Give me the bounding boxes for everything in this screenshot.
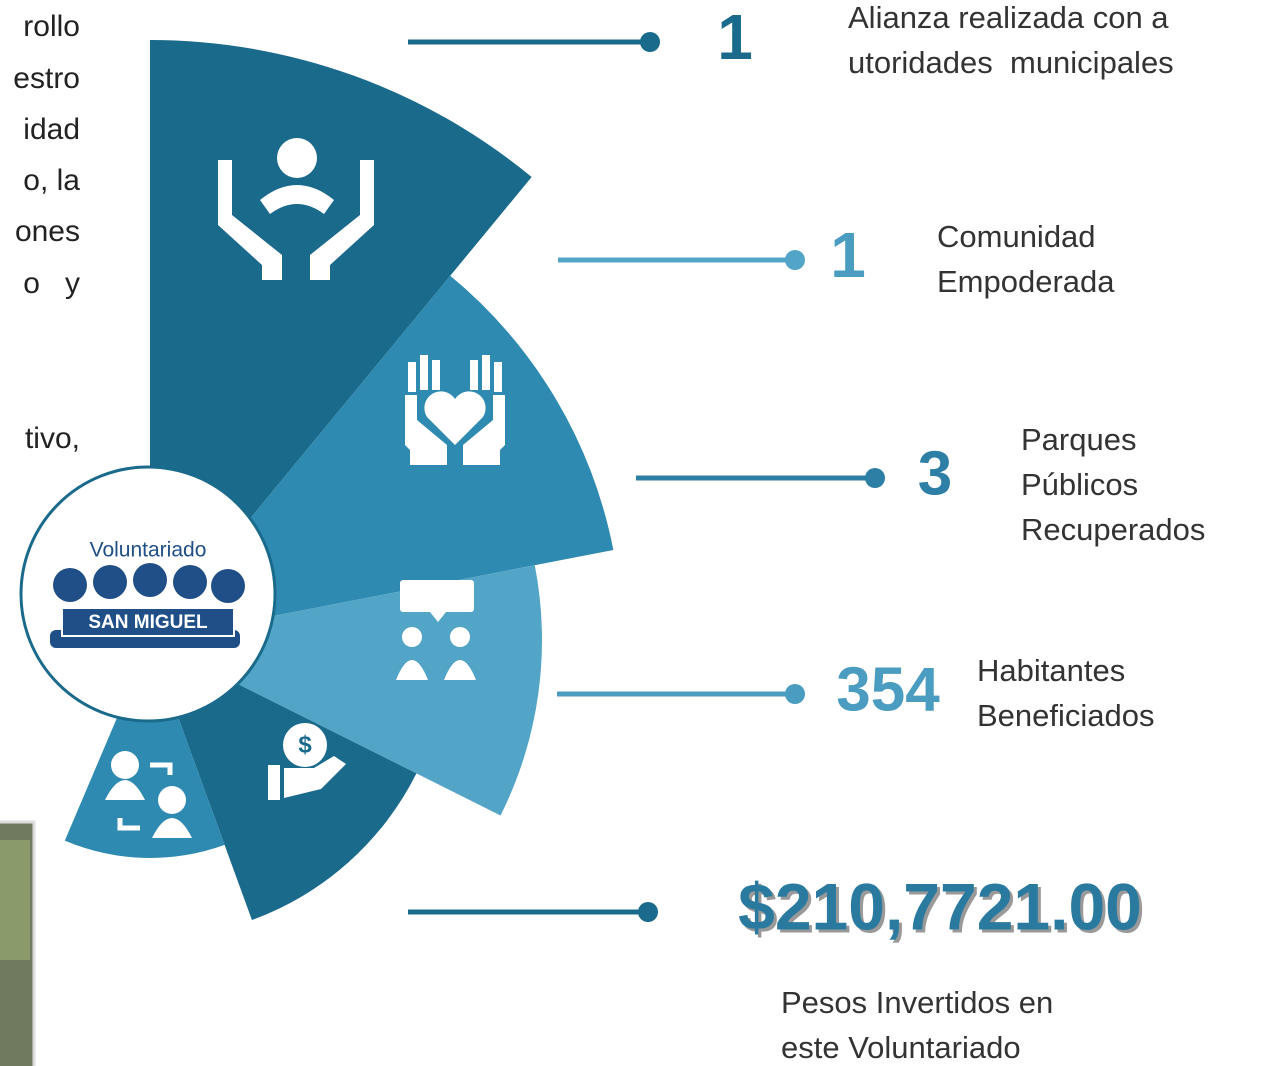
icon-hands-person	[218, 138, 374, 280]
stat-label: Comunidad	[937, 219, 1096, 254]
photo-detail	[0, 840, 30, 960]
stat-label: Públicos	[1021, 467, 1138, 502]
stat-label: este Voluntariado	[781, 1030, 1021, 1065]
stat-value: $210,7721.00	[738, 869, 1142, 943]
stat-label: Alianza realizada con a	[848, 0, 1169, 35]
stat-value: 1	[830, 219, 866, 291]
icon-hands-heart	[405, 355, 505, 465]
intro-fragment: estro	[13, 62, 80, 95]
intro-fragment: idad	[23, 113, 80, 146]
texts: rollo estro idad o, la ones o y tivo, 1 Alianza …	[13, 0, 1205, 1065]
stat-label: Habitantes	[977, 653, 1125, 688]
intro-fragment: o, la	[23, 164, 80, 197]
connector-dot	[785, 250, 805, 270]
logo-name: SAN MIGUEL	[88, 612, 208, 633]
stat-value-shadow: $210,7721.00	[741, 872, 1145, 946]
connector-dot	[865, 468, 885, 488]
stat-label: Empoderada	[937, 264, 1115, 299]
icon-money-hand: $	[268, 723, 346, 800]
logo-title: Voluntariado	[90, 539, 207, 562]
stat-value: 3	[918, 439, 952, 508]
icon-people-talk	[396, 580, 476, 680]
logo-banner	[61, 607, 235, 637]
intro-fragment: ones	[15, 215, 80, 248]
intro-fragment: tivo,	[25, 422, 80, 455]
stat-value: 1	[717, 1, 753, 73]
connector-dot	[785, 684, 805, 704]
connector-dot	[638, 902, 658, 922]
wedge	[150, 40, 532, 640]
wedge	[150, 640, 417, 921]
intro-fragment: o y	[23, 267, 80, 300]
connector-dot	[640, 32, 660, 52]
svg-text:$: $	[298, 731, 312, 758]
stat-label: Parques	[1021, 422, 1136, 457]
icon-exchange	[105, 751, 192, 838]
stat-label: Recuperados	[1021, 512, 1205, 547]
intro-fragment: rollo	[23, 10, 80, 43]
stat-label: Pesos Invertidos en	[781, 985, 1053, 1020]
stat-label: Beneficiados	[977, 698, 1155, 733]
stat-label: utoridades municipales	[848, 45, 1174, 80]
stat-value: 354	[836, 655, 940, 724]
